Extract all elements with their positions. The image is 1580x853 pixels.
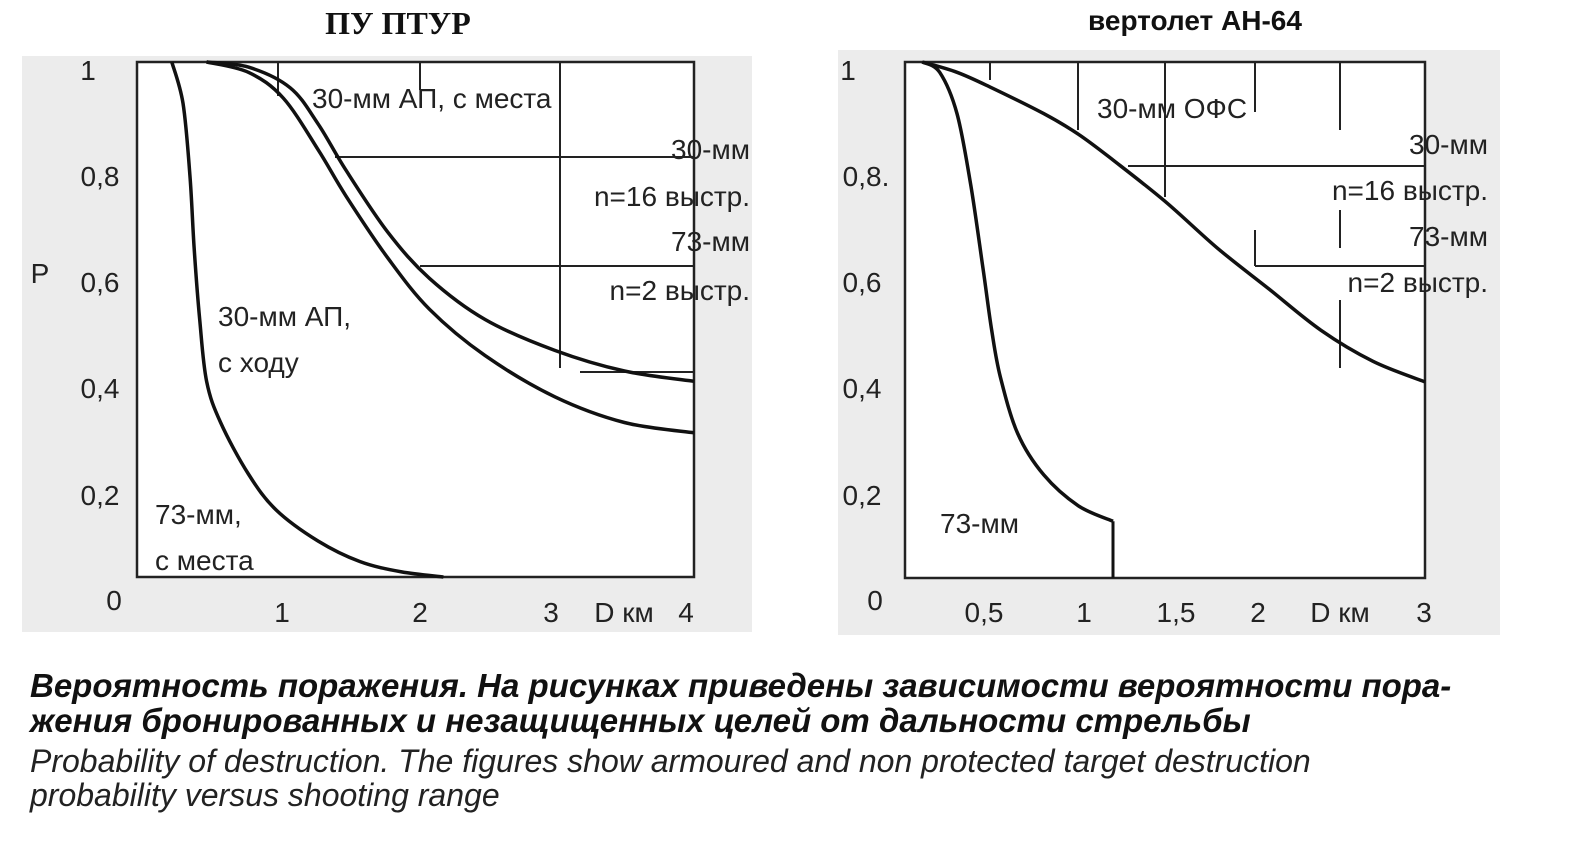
- chart-left-x-tick: 2: [412, 597, 428, 628]
- chart-left-annotation: 30-мм АП, с места: [312, 83, 552, 114]
- chart-right-x-tick: 1: [1076, 597, 1092, 628]
- chart-left-annotation: с места: [155, 545, 254, 576]
- chart-left-x-tick: 3: [543, 597, 559, 628]
- chart-left-plot-area: [135, 60, 696, 579]
- chart-left-annotation: n=16 выстр.: [594, 181, 750, 212]
- chart-right-annotation: 30-мм ОФС: [1097, 93, 1247, 124]
- chart-left: ПУ ПТУР 1 0,8 0,6 0,4 0,2 0 P 1 2 3 4 D …: [22, 5, 752, 632]
- chart-right-y-tick: 0: [867, 585, 883, 616]
- chart-left-line-30mm-moving: [206, 60, 695, 435]
- chart-right-annotation: n=16 выстр.: [1332, 175, 1488, 206]
- chart-right-annotation: n=2 выстр.: [1348, 267, 1488, 298]
- chart-right-x-tick: 2: [1250, 597, 1266, 628]
- chart-left-annotation: n=2 выстр.: [610, 275, 750, 306]
- chart-left-annotation: 73-мм,: [155, 499, 242, 530]
- caption-russian: Вероятность поражения. На рисунках приве…: [0, 668, 1580, 738]
- chart-right-title: вертолет АН-64: [1088, 5, 1302, 36]
- chart-right: вертолет АН-64 1 0,8. 0,6 0,4 0,2 0 0,5 …: [838, 5, 1500, 635]
- chart-right-annotation: 73-мм: [1409, 221, 1488, 252]
- chart-right-y-tick: 0,4: [843, 373, 882, 404]
- chart-right-x-tick: 0,5: [965, 597, 1004, 628]
- chart-left-y-tick: 0,2: [81, 480, 120, 511]
- chart-left-y-tick: 0,8: [81, 161, 120, 192]
- chart-left-y-tick: 0,4: [81, 373, 120, 404]
- chart-right-annotation: 73-мм: [940, 508, 1019, 539]
- chart-right-y-tick: 0,6: [843, 267, 882, 298]
- chart-right-y-tick: 0,2: [843, 480, 882, 511]
- charts-figure: ПУ ПТУР 1 0,8 0,6 0,4 0,2 0 P 1 2 3 4 D …: [22, 5, 1500, 635]
- chart-left-y-tick: 0: [106, 585, 122, 616]
- chart-left-annotation: 30-мм: [671, 134, 750, 165]
- chart-right-line-30mm-ofs: [921, 60, 1426, 384]
- chart-left-annotation: 30-мм АП,: [218, 301, 351, 332]
- chart-left-line-30mm-standstill: [206, 60, 695, 384]
- chart-right-y-tick: 1: [840, 55, 856, 86]
- chart-left-y-tick: 1: [80, 55, 96, 86]
- chart-right-annotation: 30-мм: [1409, 129, 1488, 160]
- chart-left-y-tick: 0,6: [81, 267, 120, 298]
- chart-left-line-73mm-standstill: [170, 61, 444, 579]
- chart-left-x-tick: 1: [274, 597, 290, 628]
- caption-english-line: Probability of destruction. The figures …: [30, 743, 1311, 779]
- caption-english-line: probability versus shooting range: [30, 777, 500, 813]
- chart-right-x-axis-label: D км: [1310, 597, 1370, 628]
- chart-right-line-73mm: [921, 60, 1114, 523]
- chart-right-x-tick: 1,5: [1157, 597, 1196, 628]
- chart-right-x-tick: 3: [1416, 597, 1432, 628]
- chart-right-y-tick: 0,8.: [843, 161, 890, 192]
- chart-left-x-axis-label: D км: [594, 597, 654, 628]
- figure-caption: Вероятность поражения. На рисунках приве…: [0, 668, 1580, 812]
- chart-left-title: ПУ ПТУР: [325, 5, 471, 41]
- caption-russian-line: жения бронированных и незащищенных целей…: [30, 702, 1251, 739]
- chart-left-x-tick: 4: [678, 597, 694, 628]
- chart-left-annotation: 73-мм: [671, 226, 750, 257]
- caption-english: Probability of destruction. The figures …: [0, 744, 1580, 812]
- caption-russian-line: Вероятность поражения. На рисунках приве…: [30, 667, 1452, 704]
- chart-left-y-axis-label: P: [31, 258, 50, 289]
- chart-left-annotation: с ходу: [218, 347, 299, 378]
